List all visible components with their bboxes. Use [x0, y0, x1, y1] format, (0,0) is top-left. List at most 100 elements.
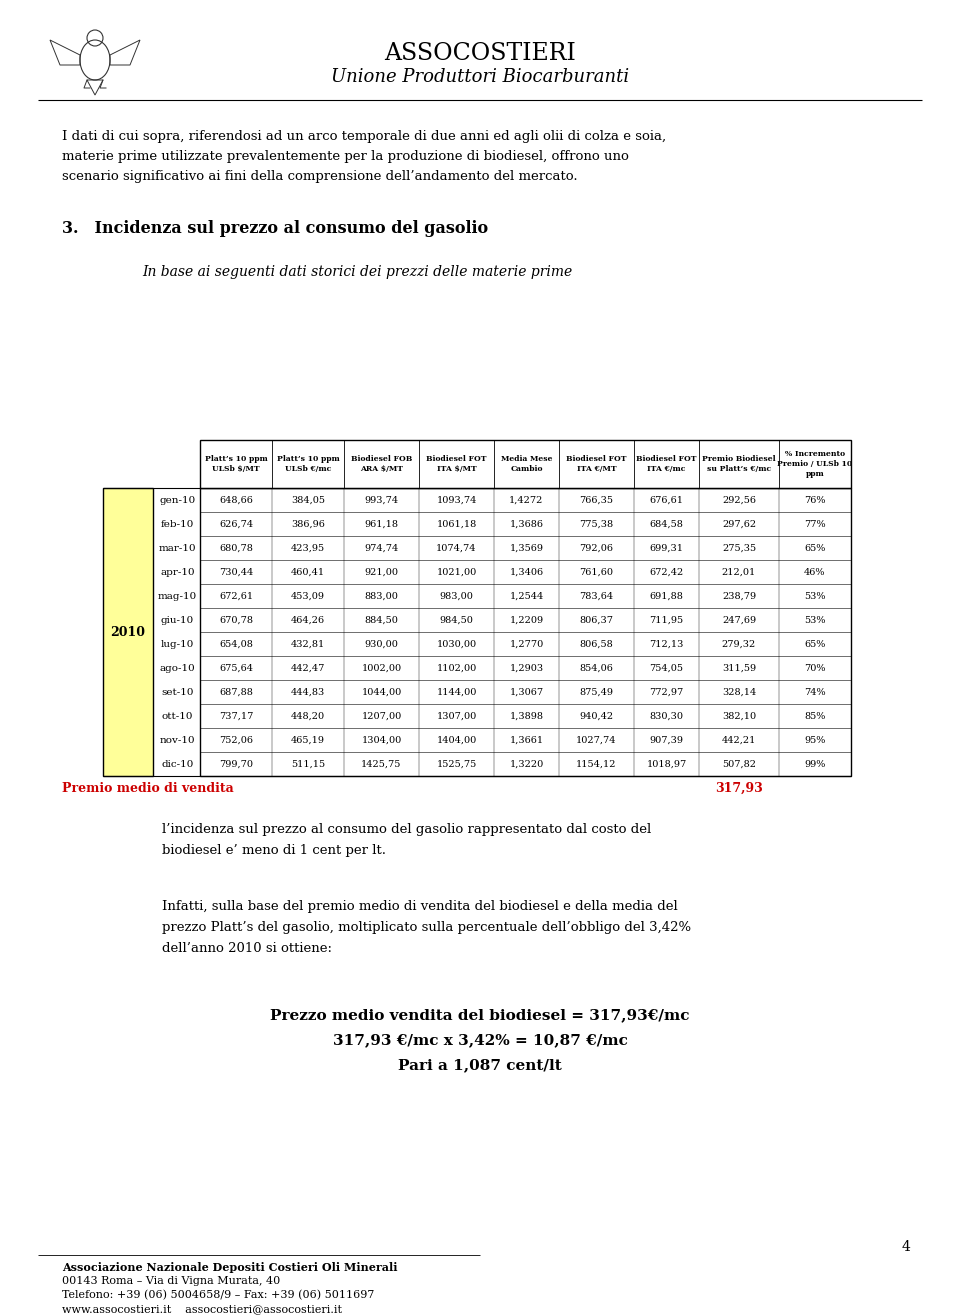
Text: 766,35: 766,35	[580, 496, 613, 505]
Text: 70%: 70%	[804, 664, 826, 672]
Text: 46%: 46%	[804, 568, 826, 576]
Text: materie prime utilizzate prevalentemente per la produzione di biodiesel, offrono: materie prime utilizzate prevalentemente…	[62, 150, 629, 163]
Text: 626,74: 626,74	[219, 519, 253, 529]
Text: 1404,00: 1404,00	[437, 735, 476, 744]
Text: 511,15: 511,15	[291, 760, 325, 768]
Text: 74%: 74%	[804, 688, 826, 697]
Text: 297,62: 297,62	[722, 519, 756, 529]
Text: 984,50: 984,50	[440, 615, 473, 625]
Text: Unione Produttori Biocarburanti: Unione Produttori Biocarburanti	[331, 68, 629, 85]
Text: 1074,74: 1074,74	[436, 543, 477, 552]
Text: 921,00: 921,00	[365, 568, 398, 576]
Text: 1525,75: 1525,75	[437, 760, 476, 768]
Text: 442,21: 442,21	[722, 735, 756, 744]
Text: 1,4272: 1,4272	[510, 496, 543, 505]
Text: 3. Incidenza sul prezzo al consumo del gasolio: 3. Incidenza sul prezzo al consumo del g…	[62, 220, 488, 237]
Text: 1044,00: 1044,00	[361, 688, 401, 697]
Text: 432,81: 432,81	[291, 639, 325, 648]
Text: 76%: 76%	[804, 496, 826, 505]
Text: 384,05: 384,05	[291, 496, 325, 505]
Text: 1307,00: 1307,00	[437, 711, 476, 721]
Text: 1,3569: 1,3569	[510, 543, 543, 552]
Text: 460,41: 460,41	[291, 568, 325, 576]
Text: 752,06: 752,06	[219, 735, 253, 744]
Text: 1,2903: 1,2903	[510, 664, 543, 672]
Text: Premio medio di vendita: Premio medio di vendita	[62, 781, 233, 794]
Text: Associazione Nazionale Depositi Costieri Oli Minerali: Associazione Nazionale Depositi Costieri…	[62, 1262, 397, 1273]
Text: Platt’s 10 ppm
ULSb $/MT: Platt’s 10 ppm ULSb $/MT	[204, 455, 268, 473]
Text: 317,93 €/mc x 3,42% = 10,87 €/mc: 317,93 €/mc x 3,42% = 10,87 €/mc	[332, 1034, 628, 1047]
Text: 699,31: 699,31	[650, 543, 684, 552]
Text: lug-10: lug-10	[161, 639, 194, 648]
Text: www.assocostieri.it    assocostieri@assocostieri.it: www.assocostieri.it assocostieri@assocos…	[62, 1304, 342, 1314]
Text: 806,37: 806,37	[580, 615, 613, 625]
Text: 792,06: 792,06	[580, 543, 613, 552]
Text: 730,44: 730,44	[219, 568, 253, 576]
Text: 328,14: 328,14	[722, 688, 756, 697]
Text: 386,96: 386,96	[291, 519, 324, 529]
Text: dell’anno 2010 si ottiene:: dell’anno 2010 si ottiene:	[162, 942, 332, 955]
Text: Prezzo medio vendita del biodiesel = 317,93€/mc: Prezzo medio vendita del biodiesel = 317…	[271, 1009, 689, 1022]
Text: 1154,12: 1154,12	[576, 760, 616, 768]
Text: 382,10: 382,10	[722, 711, 756, 721]
Text: feb-10: feb-10	[161, 519, 194, 529]
Text: 444,83: 444,83	[291, 688, 325, 697]
Text: % Incremento
Premio / ULSb 10
ppm: % Incremento Premio / ULSb 10 ppm	[778, 450, 852, 477]
Text: 1144,00: 1144,00	[436, 688, 477, 697]
Text: 465,19: 465,19	[291, 735, 325, 744]
Text: Platt’s 10 ppm
ULSb €/mc: Platt’s 10 ppm ULSb €/mc	[276, 455, 340, 473]
Text: giu-10: giu-10	[161, 615, 194, 625]
Text: I dati di cui sopra, riferendosi ad un arco temporale di due anni ed agli olii d: I dati di cui sopra, riferendosi ad un a…	[62, 130, 666, 143]
Text: ago-10: ago-10	[159, 664, 196, 672]
Text: 1027,74: 1027,74	[576, 735, 616, 744]
Text: 311,59: 311,59	[722, 664, 756, 672]
Text: 1425,75: 1425,75	[361, 760, 401, 768]
Text: 1030,00: 1030,00	[437, 639, 476, 648]
Text: 676,61: 676,61	[650, 496, 684, 505]
Text: 961,18: 961,18	[365, 519, 398, 529]
Text: 680,78: 680,78	[219, 543, 252, 552]
Text: 1,3898: 1,3898	[510, 711, 543, 721]
Text: 95%: 95%	[804, 735, 826, 744]
Text: 712,13: 712,13	[649, 639, 684, 648]
Text: 754,05: 754,05	[650, 664, 684, 672]
Text: Biodiesel FOT
ITA $/MT: Biodiesel FOT ITA $/MT	[426, 455, 487, 473]
Text: 1,3220: 1,3220	[510, 760, 543, 768]
Text: 983,00: 983,00	[440, 592, 473, 601]
Text: 1061,18: 1061,18	[437, 519, 476, 529]
Text: 442,47: 442,47	[291, 664, 325, 672]
Text: 737,17: 737,17	[219, 711, 253, 721]
Text: 453,09: 453,09	[291, 592, 325, 601]
Text: 775,38: 775,38	[580, 519, 613, 529]
Text: 1021,00: 1021,00	[437, 568, 476, 576]
Text: ASSOCOSTIERI: ASSOCOSTIERI	[384, 42, 576, 64]
Text: 448,20: 448,20	[291, 711, 325, 721]
Text: 85%: 85%	[804, 711, 826, 721]
Text: gen-10: gen-10	[159, 496, 196, 505]
Text: 279,32: 279,32	[722, 639, 756, 648]
Text: 2010: 2010	[110, 626, 146, 639]
Text: 648,66: 648,66	[219, 496, 252, 505]
Text: 423,95: 423,95	[291, 543, 325, 552]
Text: 806,58: 806,58	[580, 639, 613, 648]
Text: Telefono: +39 (06) 5004658/9 – Fax: +39 (06) 5011697: Telefono: +39 (06) 5004658/9 – Fax: +39 …	[62, 1290, 374, 1301]
Text: scenario significativo ai fini della comprensione dell’andamento del mercato.: scenario significativo ai fini della com…	[62, 170, 578, 183]
Text: 238,79: 238,79	[722, 592, 756, 601]
Text: 854,06: 854,06	[580, 664, 613, 672]
Text: 1,2209: 1,2209	[510, 615, 543, 625]
Text: 292,56: 292,56	[722, 496, 756, 505]
Text: 1002,00: 1002,00	[361, 664, 401, 672]
Text: 684,58: 684,58	[650, 519, 684, 529]
Text: 99%: 99%	[804, 760, 826, 768]
Text: Pari a 1,087 cent/lt: Pari a 1,087 cent/lt	[398, 1059, 562, 1072]
Bar	[200, 441, 851, 488]
Text: Biodiesel FOB
ARA $/MT: Biodiesel FOB ARA $/MT	[350, 455, 412, 473]
Text: 772,97: 772,97	[649, 688, 684, 697]
Text: set-10: set-10	[161, 688, 194, 697]
Text: 783,64: 783,64	[580, 592, 613, 601]
Text: nov-10: nov-10	[159, 735, 195, 744]
Text: Biodiesel FOT
ITA €/mc: Biodiesel FOT ITA €/mc	[636, 455, 697, 473]
Text: 1,2770: 1,2770	[510, 639, 543, 648]
Text: biodiesel e’ meno di 1 cent per lt.: biodiesel e’ meno di 1 cent per lt.	[162, 844, 386, 857]
Text: In base ai seguenti dati storici dei prezzi delle materie prime: In base ai seguenti dati storici dei pre…	[142, 266, 572, 279]
